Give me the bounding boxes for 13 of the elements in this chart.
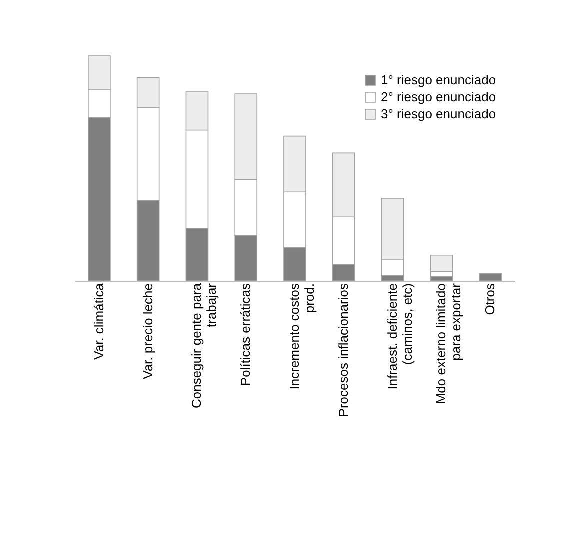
legend-label: 3° riesgo enunciado: [381, 106, 496, 122]
x-tick-label: Var. climática: [91, 282, 106, 360]
x-tick-label: Mdo externo limitado para exportar: [434, 282, 464, 404]
x-tick-label: Políticas erráticas: [238, 283, 254, 386]
x-tick-label: Incremento costos prod.: [287, 283, 317, 390]
x-tick-label: Infraest. deficiente (caminos, etc): [384, 284, 415, 390]
x-tick-label: Var. precio leche: [140, 284, 156, 380]
legend-label: 1° riesgo enunciado: [381, 72, 496, 88]
x-tick-label: Otros: [482, 283, 498, 316]
bar: [479, 273, 502, 282]
legend-label: 2° riesgo enunciado: [381, 90, 496, 104]
x-tick-label: Conseguir gente para trabajar: [189, 282, 220, 409]
x-tick-label: Procesos inflacionarios: [336, 283, 351, 418]
